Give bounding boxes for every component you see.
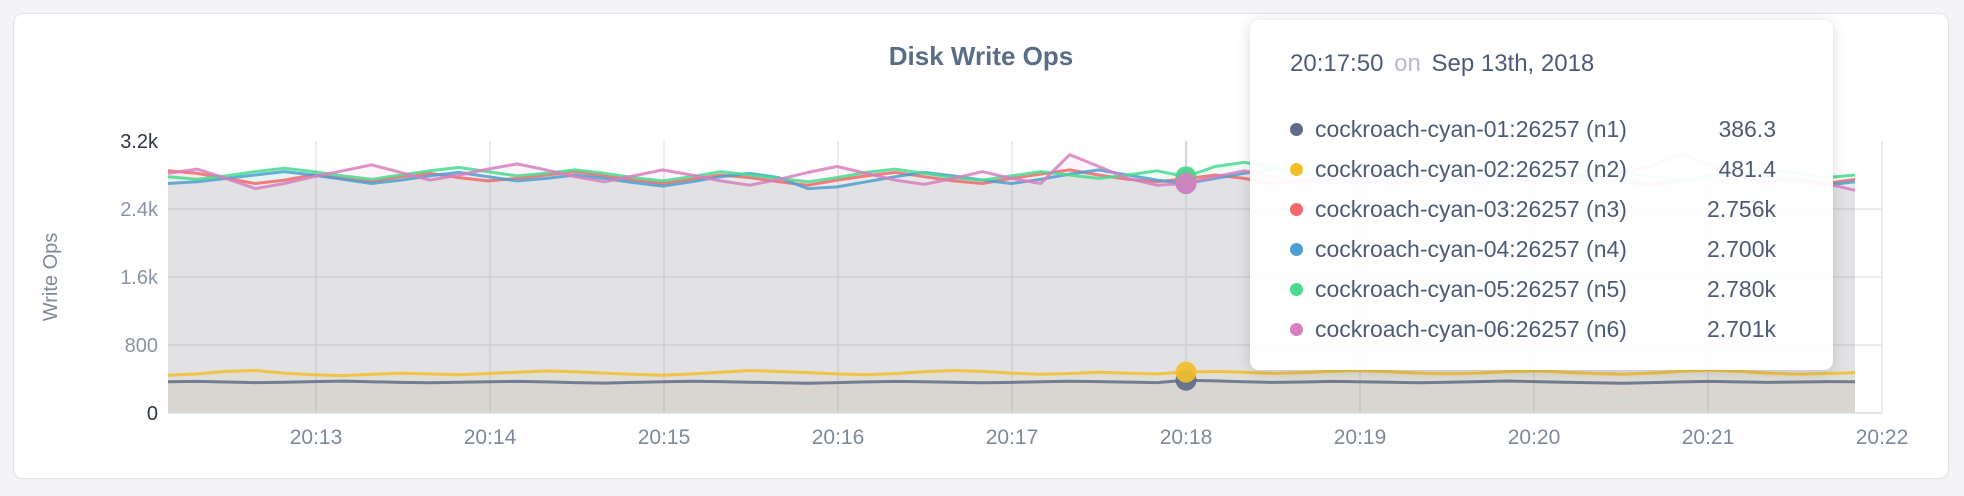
tooltip-time: 20:17:50 (1290, 50, 1384, 77)
tooltip-timestamp: 20:17:50 on Sep 13th, 2018 (1290, 46, 1776, 82)
tooltip-series-row: cockroach-cyan-03:26257 (n3) 2.756k (1290, 189, 1776, 229)
series-color-dot (1290, 162, 1303, 176)
series-value: 481.4 (1718, 155, 1776, 182)
tooltip-series-row: cockroach-cyan-05:26257 (n5) 2.780k (1290, 269, 1776, 309)
series-color-dot (1290, 282, 1303, 296)
series-color-dot (1290, 122, 1303, 136)
tooltip-series-row: cockroach-cyan-01:26257 (n1) 386.3 (1290, 109, 1776, 149)
series-color-dot (1290, 322, 1303, 336)
series-name: cockroach-cyan-04:26257 (n4) (1315, 235, 1627, 262)
series-name: cockroach-cyan-05:26257 (n5) (1315, 275, 1627, 302)
series-value: 2.780k (1706, 275, 1776, 302)
series-name: cockroach-cyan-03:26257 (n3) (1315, 195, 1627, 222)
hover-tooltip: 20:17:50 on Sep 13th, 2018 cockroach-cya… (1250, 20, 1833, 370)
series-value: 2.700k (1706, 235, 1776, 262)
tooltip-preposition: on (1394, 50, 1421, 77)
tooltip-legend: cockroach-cyan-01:26257 (n1) 386.3 cockr… (1290, 109, 1776, 349)
series-value: 386.3 (1718, 115, 1776, 142)
tooltip-series-row: cockroach-cyan-06:26257 (n6) 2.701k (1290, 309, 1776, 349)
series-color-dot (1290, 202, 1303, 216)
tooltip-date: Sep 13th, 2018 (1431, 50, 1595, 77)
series-value: 2.701k (1706, 315, 1776, 342)
tooltip-series-row: cockroach-cyan-02:26257 (n2) 481.4 (1290, 149, 1776, 189)
chart-title: Disk Write Ops (888, 41, 1074, 71)
series-value: 2.756k (1706, 195, 1776, 222)
series-name: cockroach-cyan-02:26257 (n2) (1315, 155, 1627, 182)
series-name: cockroach-cyan-01:26257 (n1) (1315, 115, 1627, 142)
series-name: cockroach-cyan-06:26257 (n6) (1315, 315, 1627, 342)
tooltip-series-row: cockroach-cyan-04:26257 (n4) 2.700k (1290, 229, 1776, 269)
series-color-dot (1290, 242, 1303, 256)
